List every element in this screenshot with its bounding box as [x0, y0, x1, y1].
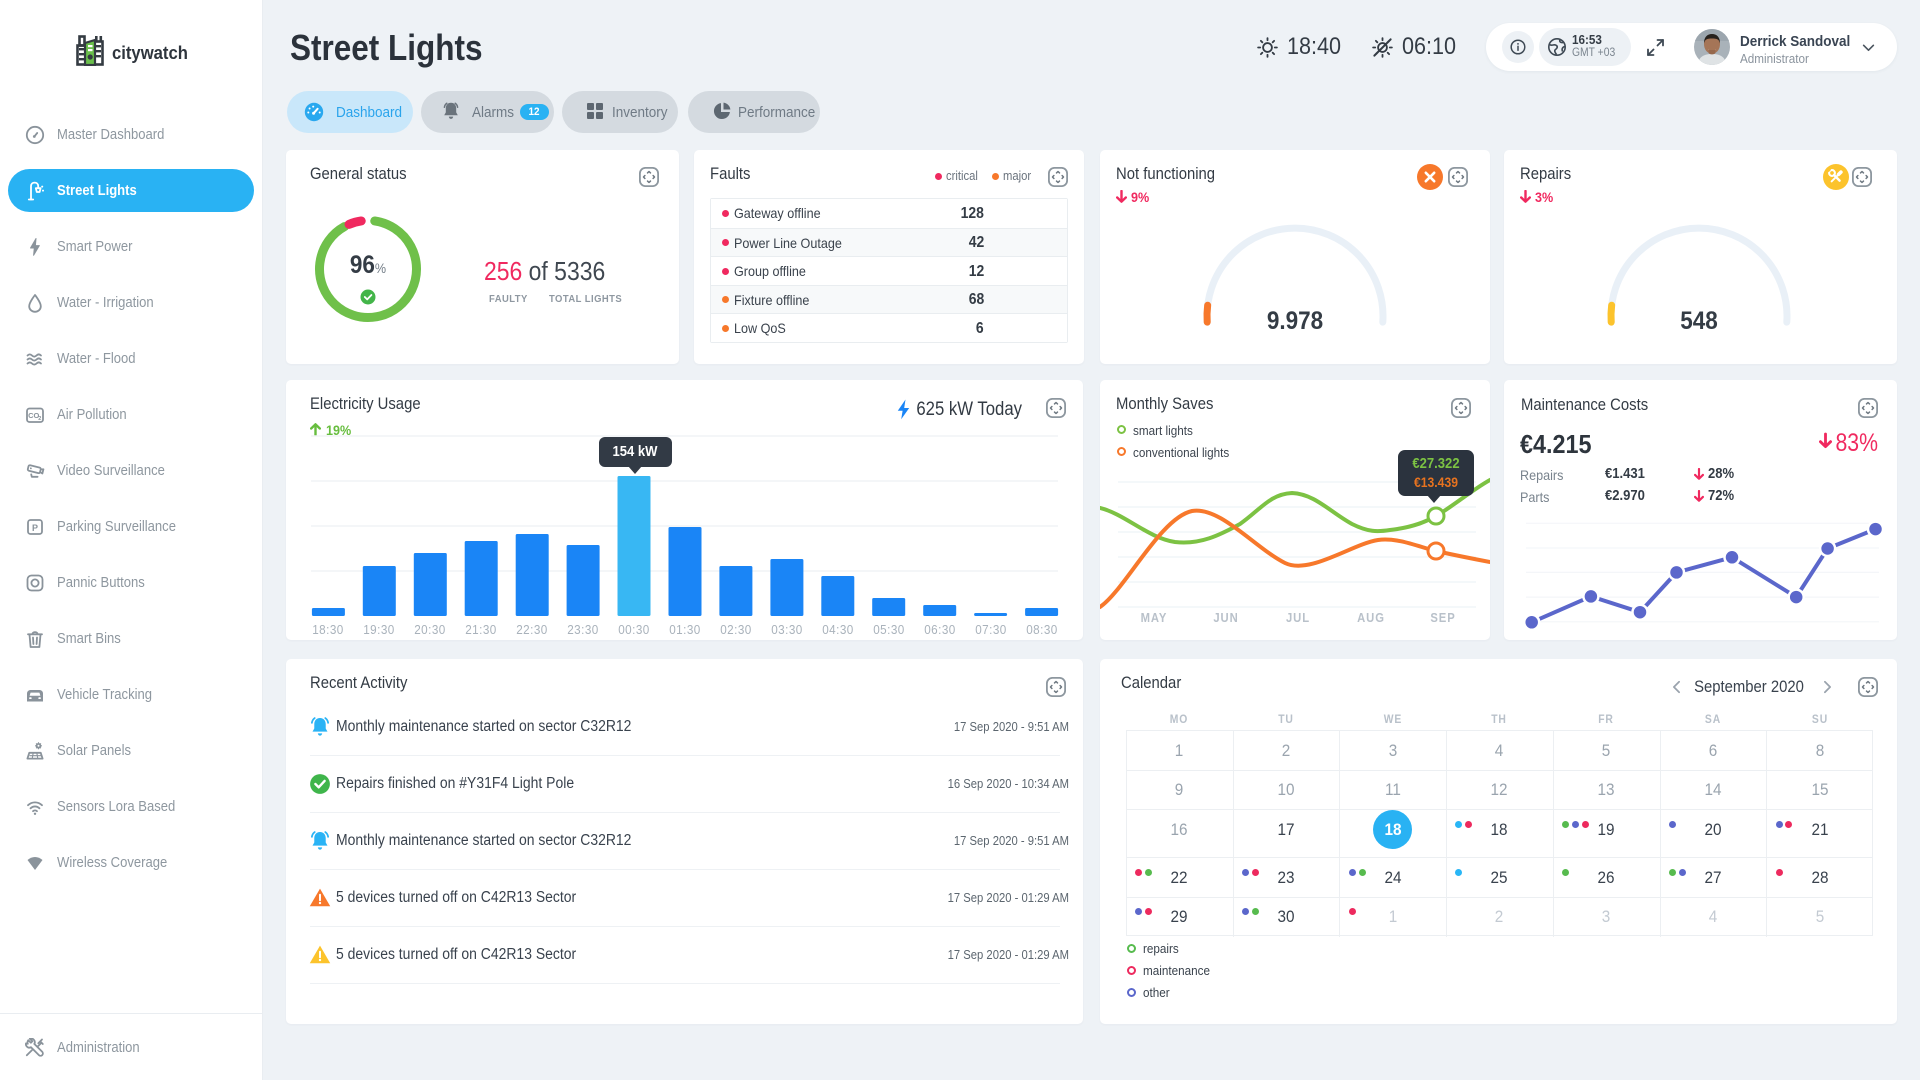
svg-text:P: P	[32, 523, 38, 533]
svg-text:2: 2	[38, 416, 41, 422]
svg-text:CO: CO	[28, 411, 39, 420]
